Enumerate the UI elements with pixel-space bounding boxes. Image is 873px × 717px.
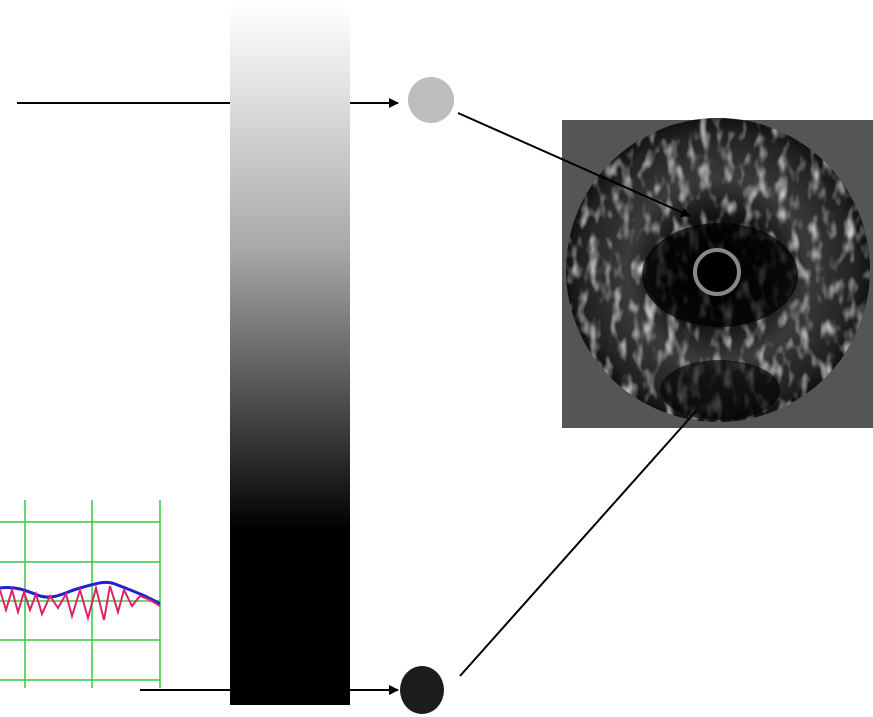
connector bbox=[460, 410, 697, 676]
diagram bbox=[0, 0, 873, 717]
light-circle bbox=[408, 77, 454, 123]
ivus-image bbox=[562, 118, 873, 428]
grey-scale-bar bbox=[230, 5, 350, 705]
dark-circle bbox=[400, 666, 444, 714]
catheter bbox=[695, 250, 739, 294]
page bbox=[0, 0, 873, 717]
